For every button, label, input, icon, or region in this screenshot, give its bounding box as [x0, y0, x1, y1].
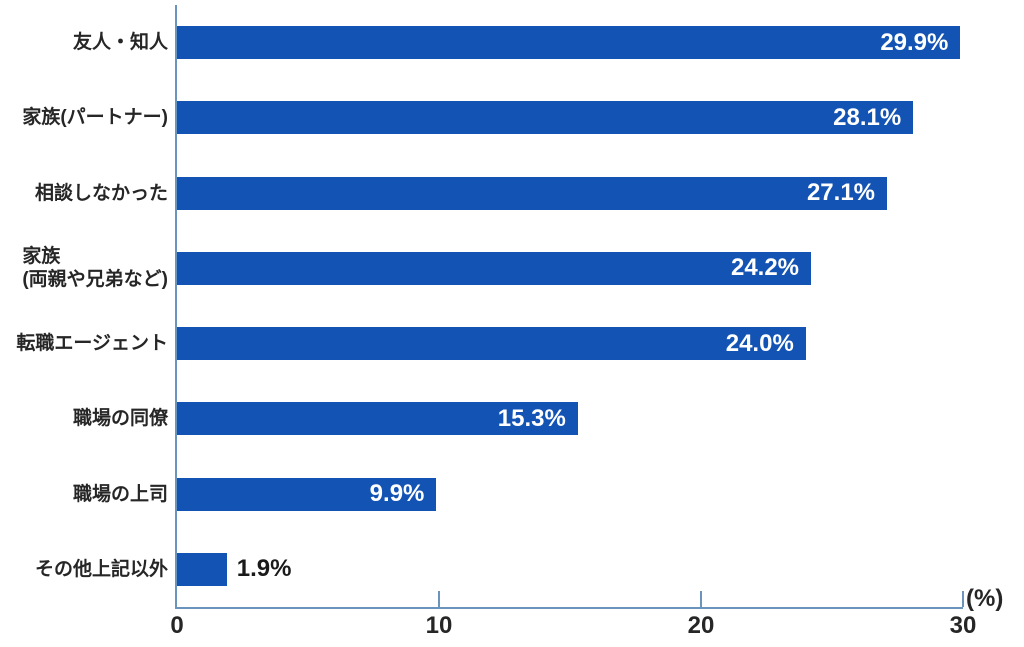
category-labels: 友人・知人家族(パートナー) 相談しなかった家族 (両親や兄弟など) 転職エージェン…: [0, 5, 168, 607]
category-label: 相談しなかった: [0, 156, 168, 231]
category-label-text: 相談しなかった: [34, 182, 168, 204]
category-label-text: 家族 (両親や兄弟など): [22, 246, 168, 291]
bar-value-label: 24.0%: [725, 329, 794, 357]
x-axis-tick: [962, 591, 964, 607]
category-label-text: その他上記以外: [34, 558, 168, 580]
x-axis-tick: [700, 591, 702, 607]
category-label: 職場の同僚: [0, 381, 168, 456]
bar-value-label: 24.2%: [730, 254, 800, 282]
x-axis-unit-label: (%): [966, 585, 1004, 612]
bar: 27.1%: [177, 176, 888, 210]
x-axis-tick-label: 10: [425, 612, 453, 639]
category-label: 家族 (両親や兄弟など): [0, 231, 168, 306]
x-axis-tick-label: 20: [687, 612, 715, 639]
category-label-text: 職場の上司: [72, 483, 168, 505]
bar: 9.9%: [177, 477, 437, 511]
bar: 28.1%: [177, 101, 914, 135]
category-label-text: 家族(パートナー): [22, 107, 168, 129]
bar-value-label: 15.3%: [497, 404, 566, 432]
bar-value-label: 9.9%: [369, 480, 425, 508]
x-axis-tick: [438, 591, 440, 607]
bar-value-label: 29.9%: [880, 28, 949, 56]
bar: 15.3%: [177, 402, 578, 436]
bar-value-label: 27.1%: [806, 179, 876, 207]
category-label-text: 友人・知人: [72, 32, 168, 54]
bar: 1.9%: [177, 552, 291, 586]
category-label: 職場の上司: [0, 457, 168, 532]
bar-value-label: 28.1%: [833, 103, 902, 131]
bar: 29.9%: [177, 26, 961, 60]
category-label: その他上記以外: [0, 532, 168, 607]
category-label: 友人・知人: [0, 5, 168, 80]
category-label-text: 転職エージェント: [16, 333, 168, 355]
x-axis-tick-label: 0: [170, 612, 184, 639]
x-axis-tick-label: 30: [949, 612, 977, 639]
category-label: 転職エージェント: [0, 306, 168, 381]
category-label: 家族(パートナー): [0, 80, 168, 155]
category-label-text: 職場の同僚: [72, 408, 168, 430]
plot-area: 29.9% 28.1% 27.1% 24.2% 24.0% 15.3% 9.9% 1.9%: [175, 5, 964, 609]
bar-value-label: 1.9%: [236, 555, 292, 583]
x-axis-tick-labels: 0 10 20 30: [0, 612, 1024, 644]
bar: 24.0%: [177, 327, 806, 361]
bar: 24.2%: [177, 251, 812, 285]
